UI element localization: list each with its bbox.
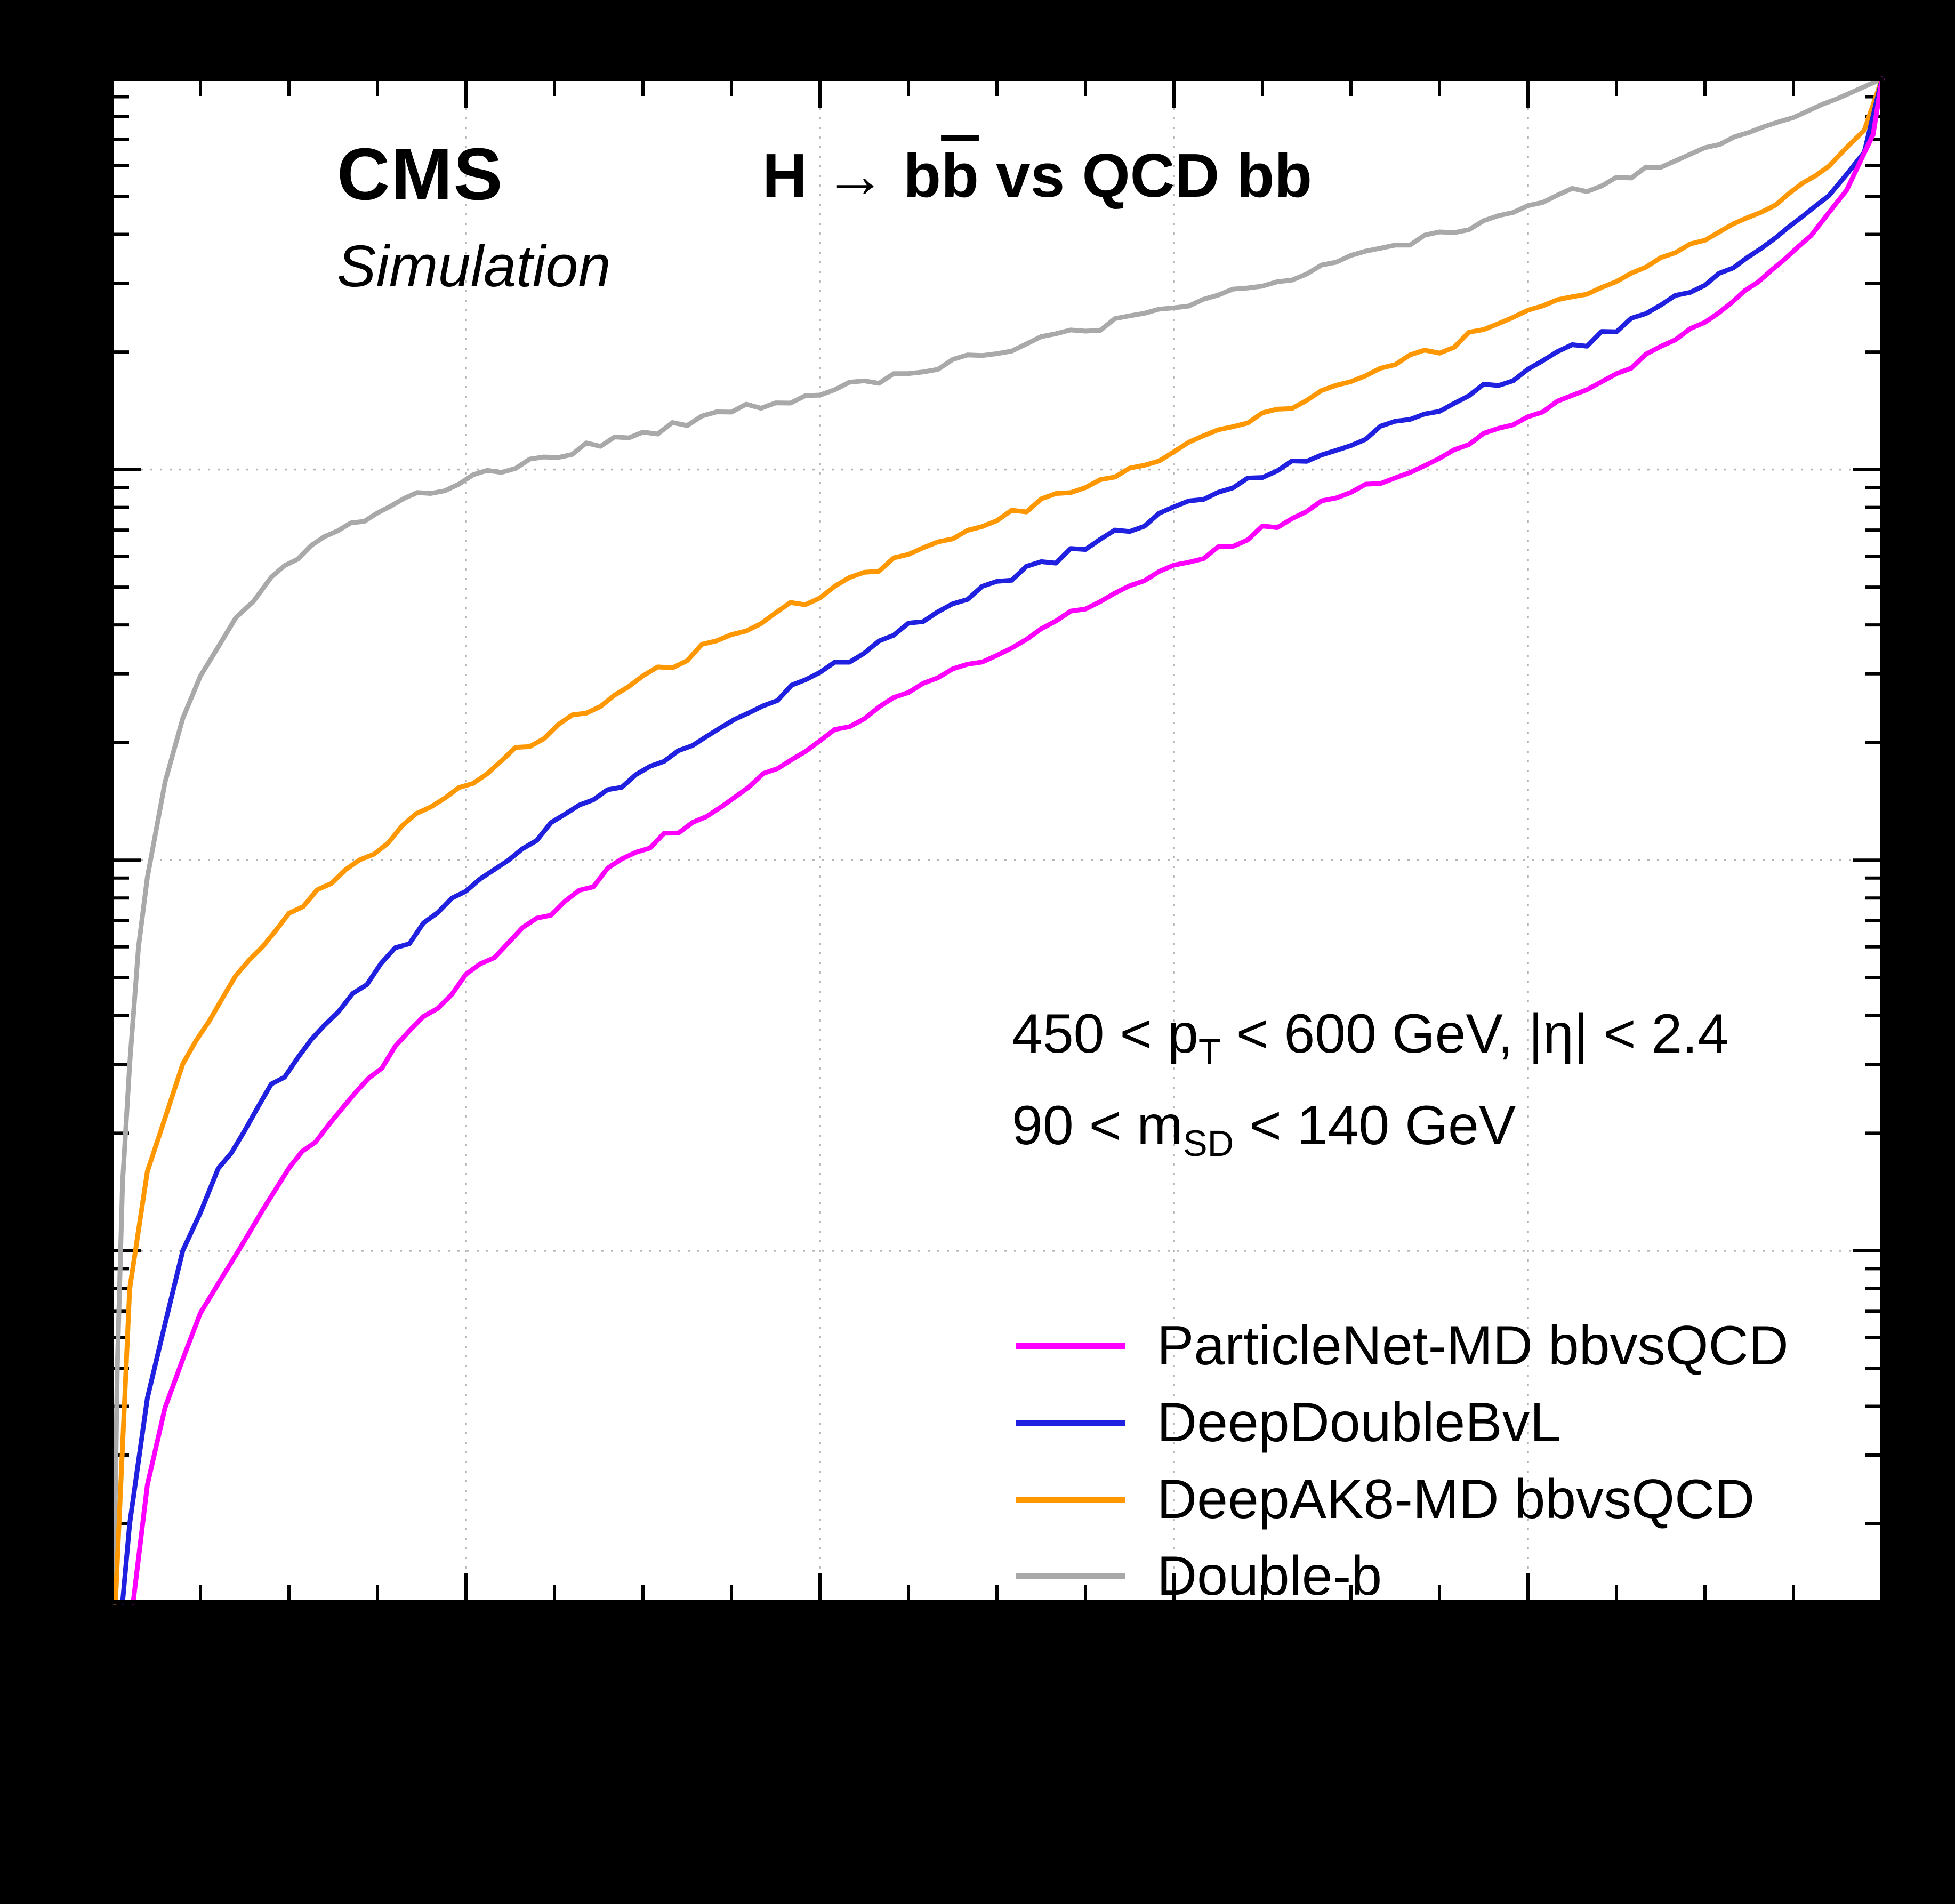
series-line-double-b [111,76,1885,1605]
legend-item-doubleb: Double-b [1016,1538,1789,1614]
selection-line-1: 450 < pT < 600 GeV, |η| < 2.4 [1012,1002,1728,1073]
simulation-label: Simulation [337,234,611,299]
legend-swatch-1 [1016,1419,1125,1426]
legend-item-deepdoublebvl: DeepDoubleBvL [1016,1384,1789,1461]
series-line-deepak8-md-bbvsqcd [113,76,1885,1605]
selection-2-text-2: < 140 GeV [1234,1095,1516,1156]
title-part-bbar: b [941,141,979,210]
legend-swatch-2 [1016,1496,1125,1503]
selection-line-2: 90 < mSD < 140 GeV [1012,1094,1516,1164]
series-line-deepdoublebvl [120,76,1885,1605]
legend: ParticleNet-MD bbvsQCD DeepDoubleBvL Dee… [1016,1307,1789,1614]
plot-frame [110,77,1884,1604]
title-part-1: H → b [762,141,942,210]
selection-1-text: 450 < p [1012,1003,1198,1065]
legend-label-deepdoublebvl: DeepDoubleBvL [1157,1391,1561,1453]
selection-2-text: 90 < m [1012,1095,1183,1156]
pt-subscript: T [1198,1031,1221,1072]
plot-title: H → bb vs QCD bb [762,140,1312,211]
legend-label-particlenet: ParticleNet-MD bbvsQCD [1157,1314,1789,1377]
legend-item-particlenet: ParticleNet-MD bbvsQCD [1016,1307,1789,1384]
legend-label-doubleb: Double-b [1157,1545,1382,1607]
msd-subscript: SD [1182,1122,1234,1164]
experiment-label: CMS [337,133,504,215]
selection-1-text-2: < 600 GeV, |η| < 2.4 [1220,1003,1729,1065]
legend-swatch-3 [1016,1573,1125,1579]
title-part-2: vs QCD bb [978,141,1313,210]
legend-swatch-0 [1016,1343,1125,1349]
series-line-particlenet-md-bbvsqcd [131,76,1885,1605]
plot-area [112,79,1882,1602]
legend-label-deepak8: DeepAK8-MD bbvsQCD [1157,1468,1755,1530]
legend-item-deepak8: DeepAK8-MD bbvsQCD [1016,1461,1789,1538]
